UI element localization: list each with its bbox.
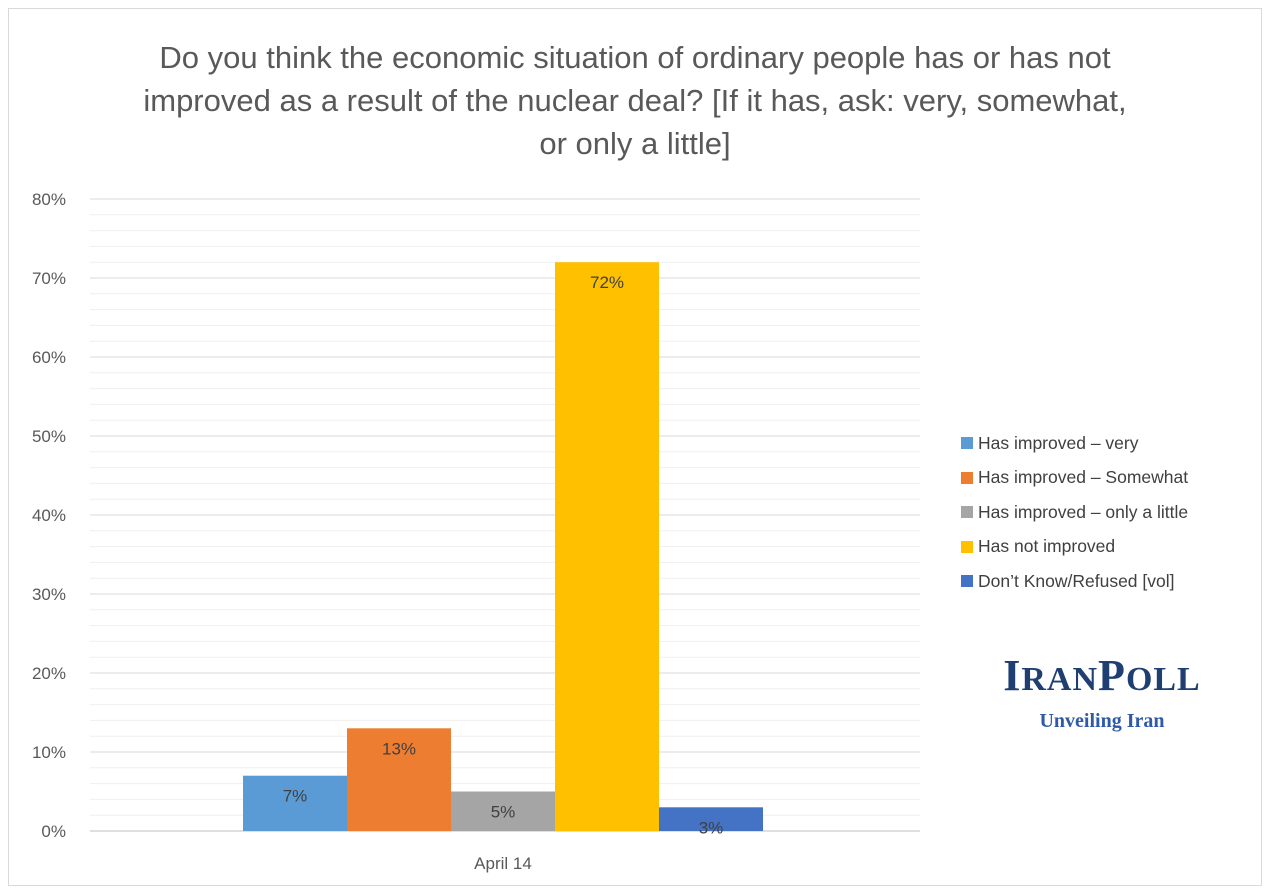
legend-swatch bbox=[961, 540, 973, 553]
chart-title: Do you think the economic situation of o… bbox=[143, 40, 1127, 161]
legend-label: Has improved – Somewhat bbox=[978, 467, 1189, 488]
logo-name: IRANPOLL bbox=[1003, 651, 1201, 700]
legend-swatch bbox=[961, 437, 973, 450]
bar bbox=[243, 775, 347, 831]
y-axis-ticks: 0% 10% 20% 30% 40% 50% 60% 70% 80% bbox=[32, 190, 66, 841]
logo-tagline: Unveiling Iran bbox=[1039, 710, 1165, 732]
data-label: 3% bbox=[699, 818, 724, 837]
legend-swatch bbox=[961, 471, 973, 484]
legend-swatch bbox=[961, 506, 973, 519]
legend: Has improved – very Has improved – Somewh… bbox=[961, 426, 1261, 599]
data-label: 7% bbox=[283, 787, 308, 806]
legend-item: Don’t Know/Refused [vol] bbox=[961, 564, 1261, 599]
y-tick-label: 50% bbox=[32, 427, 66, 446]
y-tick-label: 30% bbox=[32, 585, 66, 604]
bar bbox=[659, 807, 763, 831]
legend-item: Has improved – only a little bbox=[961, 495, 1261, 530]
y-tick-label: 0% bbox=[41, 822, 66, 841]
x-tick-label: April 14 bbox=[474, 854, 532, 873]
legend-label: Has not improved bbox=[978, 536, 1116, 557]
gridlines bbox=[90, 198, 920, 832]
x-axis-ticks: April 14 bbox=[474, 854, 532, 873]
y-tick-label: 60% bbox=[32, 348, 66, 367]
data-label: 72% bbox=[590, 273, 624, 292]
data-label: 13% bbox=[382, 739, 416, 758]
bar bbox=[347, 728, 451, 831]
legend-swatch bbox=[961, 575, 973, 588]
legend-label: Don’t Know/Refused [vol] bbox=[978, 570, 1175, 591]
bar bbox=[555, 262, 659, 831]
iranpoll-logo: IRANPOLL Unveiling Iran bbox=[952, 652, 1252, 733]
bars bbox=[243, 262, 763, 831]
y-tick-label: 10% bbox=[32, 743, 66, 762]
y-tick-label: 80% bbox=[32, 190, 66, 209]
y-tick-label: 70% bbox=[32, 269, 66, 288]
data-label: 5% bbox=[491, 803, 516, 822]
legend-item: Has not improved bbox=[961, 530, 1261, 565]
bar bbox=[451, 791, 555, 831]
legend-item: Has improved – very bbox=[961, 426, 1261, 461]
legend-item: Has improved – Somewhat bbox=[961, 461, 1261, 496]
legend-label: Has improved – very bbox=[978, 432, 1139, 453]
legend-label: Has improved – only a little bbox=[978, 501, 1189, 522]
y-tick-label: 40% bbox=[32, 506, 66, 525]
data-labels: 7% 13% 5% 72% 3% bbox=[283, 273, 724, 837]
y-tick-label: 20% bbox=[32, 664, 66, 683]
